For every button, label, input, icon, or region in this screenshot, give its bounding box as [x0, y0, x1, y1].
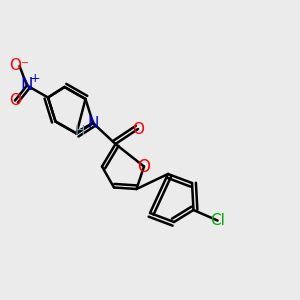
Text: O: O [132, 122, 144, 136]
Text: Cl: Cl [210, 213, 225, 228]
Text: N: N [21, 76, 33, 94]
Text: N: N [87, 116, 99, 130]
Text: +: + [29, 71, 40, 85]
Text: O⁻: O⁻ [10, 58, 29, 74]
Text: H: H [74, 124, 85, 137]
Text: O: O [137, 158, 151, 175]
Text: O: O [9, 93, 21, 108]
